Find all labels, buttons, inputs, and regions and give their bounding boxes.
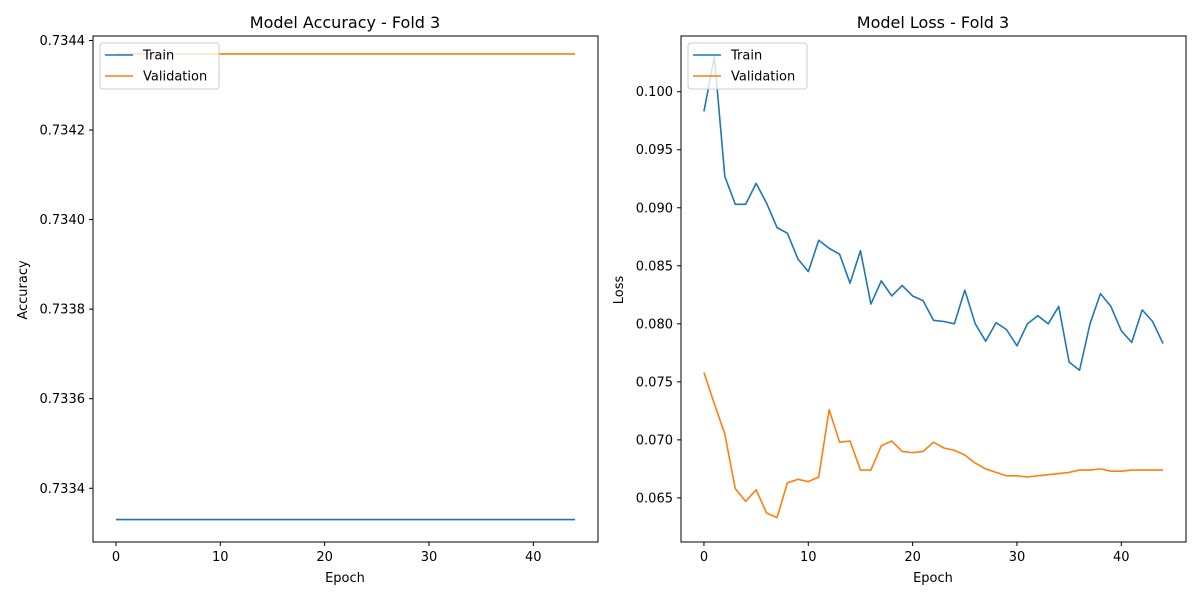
loss-y-tick-label: 0.070	[636, 433, 673, 448]
accuracy-y-tick-label: 0.7342	[40, 124, 86, 139]
loss-legend-label-validation: Validation	[731, 70, 795, 85]
accuracy-y-tick-label: 0.7334	[40, 482, 86, 497]
loss-y-axis-label: Loss	[612, 276, 627, 305]
accuracy-legend-label-train: Train	[142, 49, 174, 64]
accuracy-y-tick-label: 0.7340	[40, 213, 86, 228]
loss-y-tick-label: 0.065	[636, 491, 673, 506]
accuracy-x-tick-label: 20	[316, 550, 333, 565]
loss-chart: Model Loss - Fold 3 Epoch Loss 0 10 20 30 40…	[612, 13, 1187, 586]
loss-y-tick-label: 0.080	[636, 317, 673, 332]
loss-y-tick-label: 0.085	[636, 259, 673, 274]
loss-ticks: 0 10 20 30 40 0.065 0.070 0.075 0.080 0.085 0.090 0…	[636, 85, 1130, 565]
accuracy-chart-title: Model Accuracy - Fold 3	[250, 13, 440, 32]
accuracy-y-tick-label: 0.7344	[40, 34, 86, 49]
loss-y-tick-label: 0.095	[636, 143, 673, 158]
loss-series-train-line	[703, 56, 1164, 372]
loss-legend: Train Validation	[687, 42, 808, 90]
accuracy-x-tick-label: 10	[212, 550, 229, 565]
loss-x-tick-label: 0	[700, 550, 708, 565]
loss-y-tick-label: 0.090	[636, 201, 673, 216]
loss-chart-title: Model Loss - Fold 3	[857, 13, 1009, 32]
accuracy-x-tick-label: 40	[525, 550, 542, 565]
accuracy-x-tick-label: 30	[421, 550, 438, 565]
accuracy-legend: Train Validation	[99, 42, 220, 90]
loss-plot-frame	[680, 35, 1187, 543]
loss-x-tick-label: 20	[904, 550, 921, 565]
accuracy-legend-label-validation: Validation	[143, 70, 207, 85]
loss-y-tick-label: 0.075	[636, 375, 673, 390]
loss-series-validation-line	[703, 372, 1164, 519]
accuracy-y-tick-label: 0.7338	[40, 303, 86, 318]
loss-x-tick-label: 40	[1113, 550, 1130, 565]
accuracy-y-tick-label: 0.7336	[40, 392, 86, 407]
accuracy-chart: Model Accuracy - Fold 3 Epoch Accuracy 0…	[16, 13, 599, 586]
loss-y-tick-label: 0.100	[636, 85, 673, 100]
loss-x-axis-label: Epoch	[913, 571, 953, 586]
accuracy-y-axis-label: Accuracy	[16, 260, 31, 320]
accuracy-x-axis-label: Epoch	[325, 571, 365, 586]
loss-lines	[703, 56, 1164, 519]
accuracy-ticks: 0 10 20 30 40 0.7334 0.7336 0.7338 0.7340 0.7342 0…	[40, 34, 542, 565]
accuracy-x-tick-label: 0	[112, 550, 120, 565]
accuracy-plot-frame	[92, 35, 599, 543]
loss-legend-label-train: Train	[730, 49, 762, 64]
loss-x-tick-label: 30	[1009, 550, 1026, 565]
loss-x-tick-label: 10	[800, 550, 817, 565]
